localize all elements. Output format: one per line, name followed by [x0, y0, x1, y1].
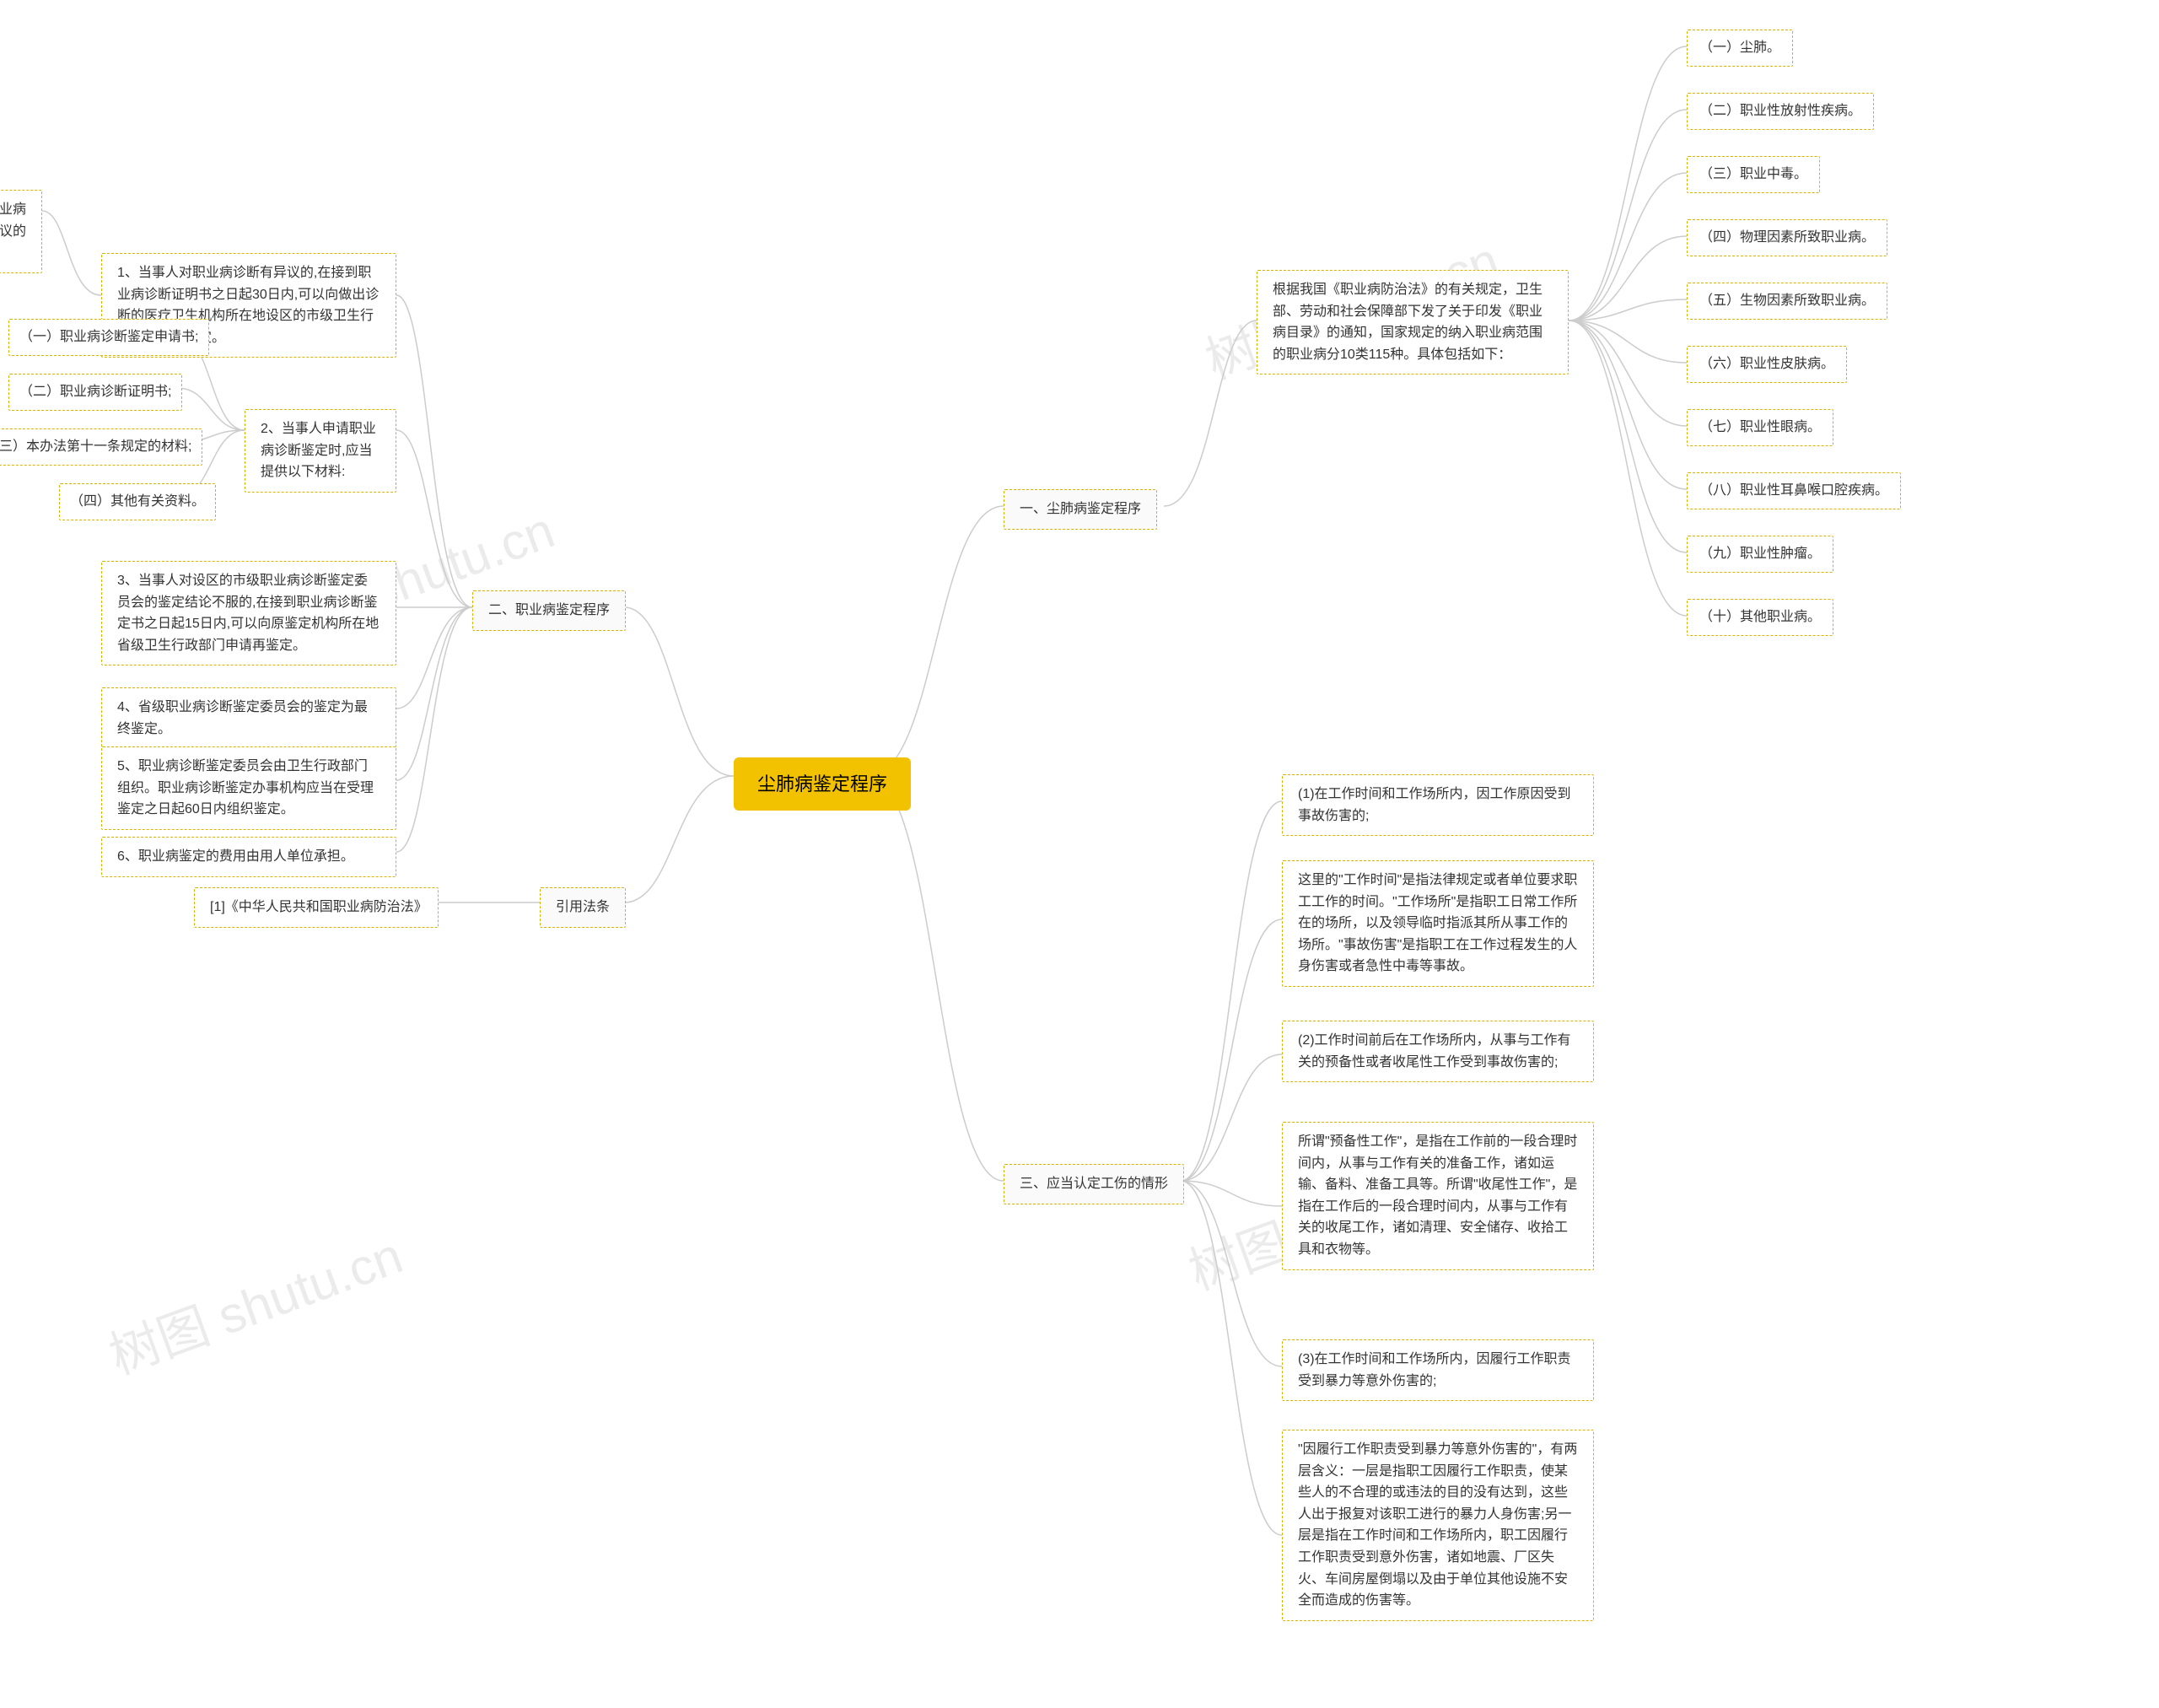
branch1-node: 一、尘肺病鉴定程序 — [1004, 489, 1157, 530]
branch2-item: 3、当事人对设区的市级职业病诊断鉴定委员会的鉴定结论不服的,在接到职业病诊断鉴定… — [101, 561, 396, 665]
branch1-item: （五）生物因素所致职业病。 — [1687, 283, 1887, 320]
watermark: 树图 shutu.cn — [98, 1215, 411, 1388]
center-node: 尘肺病鉴定程序 — [734, 757, 911, 811]
branch4-node: 引用法条 — [540, 887, 626, 928]
branch3-item: (3)在工作时间和工作场所内，因履行工作职责受到暴力等意外伤害的; — [1282, 1339, 1594, 1401]
branch1-item: （四）物理因素所致职业病。 — [1687, 219, 1887, 256]
branch4-item: [1]《中华人民共和国职业病防治法》 — [194, 887, 439, 928]
branch1-item: （七）职业性眼病。 — [1687, 409, 1833, 446]
branch1-item: （六）职业性皮肤病。 — [1687, 346, 1847, 383]
branch2-node: 二、职业病鉴定程序 — [472, 590, 626, 631]
branch1-item: （三）职业中毒。 — [1687, 156, 1820, 193]
branch3-node: 三、应当认定工伤的情形 — [1004, 1164, 1184, 1204]
branch3-item: 所谓"预备性工作"，是指在工作前的一段合理时间内，从事与工作有关的准备工作，诸如… — [1282, 1122, 1594, 1270]
branch2-sub1: 设区的市级卫生行政部门组织的职业病诊断鉴定委员会负责职业病诊断争议的首次鉴定。 — [0, 190, 42, 273]
branch2-sub2-item: （二）职业病诊断证明书; — [8, 374, 182, 411]
branch2-item: 6、职业病鉴定的费用由用人单位承担。 — [101, 837, 396, 877]
branch2-item: 4、省级职业病诊断鉴定委员会的鉴定为最终鉴定。 — [101, 687, 396, 749]
branch2-sub2-item: （一）职业病诊断鉴定申请书; — [8, 319, 209, 356]
branch3-item: "因履行工作职责受到暴力等意外伤害的"，有两层含义：一层是指职工因履行工作职责，… — [1282, 1430, 1594, 1621]
branch1-item: （十）其他职业病。 — [1687, 599, 1833, 636]
branch2-item: 5、职业病诊断鉴定委员会由卫生行政部门组织。职业病诊断鉴定办事机构应当在受理鉴定… — [101, 746, 396, 830]
branch2-sub2-item: （四）其他有关资料。 — [59, 483, 216, 520]
branch3-item: (1)在工作时间和工作场所内，因工作原因受到事故伤害的; — [1282, 774, 1594, 836]
branch1-item: （二）职业性放射性疾病。 — [1687, 93, 1874, 130]
branch3-item: 这里的"工作时间"是指法律规定或者单位要求职工工作的时间。"工作场所"是指职工日… — [1282, 860, 1594, 987]
branch1-item: （一）尘肺。 — [1687, 30, 1793, 67]
branch2-sub2-item: （三）本办法第十一条规定的材料; — [0, 428, 202, 466]
branch1-item: （八）职业性耳鼻喉口腔疾病。 — [1687, 472, 1901, 509]
branch3-item: (2)工作时间前后在工作场所内，从事与工作有关的预备性或者收尾性工作受到事故伤害… — [1282, 1021, 1594, 1082]
branch1-intro: 根据我国《职业病防治法》的有关规定，卫生部、劳动和社会保障部下发了关于印发《职业… — [1257, 270, 1569, 374]
branch1-item: （九）职业性肿瘤。 — [1687, 536, 1833, 573]
branch2-item: 2、当事人申请职业病诊断鉴定时,应当提供以下材料: — [245, 409, 396, 493]
